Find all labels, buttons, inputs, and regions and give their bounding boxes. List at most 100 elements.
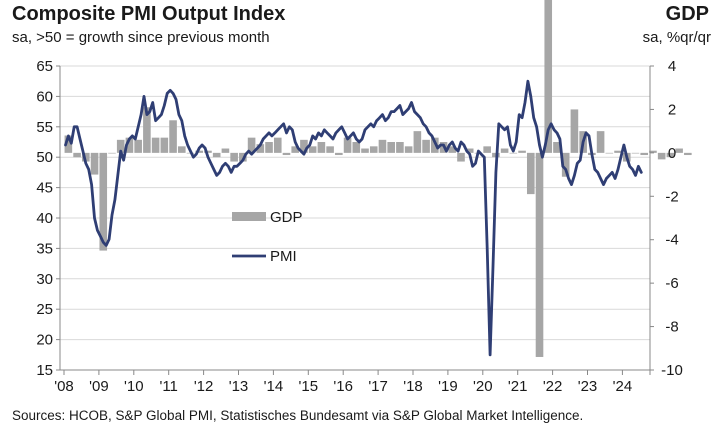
right-axis-title: GDP	[665, 3, 709, 25]
gdp-bar	[526, 152, 535, 195]
x-tick-label: '13	[229, 378, 249, 395]
gdp-bar	[195, 150, 204, 153]
pmi-line	[64, 79, 643, 357]
gdp-bar	[387, 142, 395, 153]
gdp-bar	[291, 146, 300, 153]
gdp-bar	[125, 137, 134, 153]
left-tick-label: 60	[36, 88, 53, 105]
gdp-bar	[247, 137, 256, 153]
gdp-bar	[352, 142, 361, 153]
right-tick-label: 0	[668, 145, 676, 162]
gdp-bar	[535, 152, 544, 357]
gdp-bar	[221, 148, 230, 153]
left-tick-label: 65	[36, 58, 53, 75]
x-tick-label: '20	[473, 378, 493, 395]
gdp-bar	[326, 146, 334, 153]
gdp-bar	[73, 152, 81, 158]
right-tick-label: -6	[665, 275, 678, 292]
gdp-bar	[308, 146, 317, 153]
x-tick-label: '24	[613, 378, 633, 395]
gdp-bar	[361, 148, 369, 153]
gdp-bar	[465, 148, 474, 153]
gdp-bar	[570, 109, 579, 153]
gdp-bar	[160, 137, 169, 153]
right-tick-label: 4	[668, 58, 676, 75]
gdp-bar	[404, 146, 413, 153]
gdp-bar	[90, 152, 99, 175]
left-tick-label: 30	[36, 271, 53, 288]
gdp-bar	[64, 135, 73, 153]
gdp-bar	[684, 152, 692, 156]
x-tick-label: '16	[333, 378, 353, 395]
gdp-bar	[666, 152, 675, 158]
gdp-bar	[204, 150, 212, 153]
gdp-bar	[256, 144, 265, 153]
gdp-bar	[300, 139, 308, 153]
gdp-bar	[212, 152, 221, 158]
gdp-bar	[230, 152, 238, 162]
right-tick-label: 2	[668, 101, 676, 118]
gdp-bar	[282, 152, 291, 156]
gdp-bar	[605, 152, 614, 154]
x-tick-label: '23	[578, 378, 598, 395]
right-axis-subtitle: sa, %qr/qr	[642, 29, 711, 46]
grid-lines	[60, 65, 650, 341]
x-tick-label: '12	[194, 378, 214, 395]
left-tick-label: 45	[36, 180, 53, 197]
gdp-bar	[483, 146, 491, 153]
gdp-bar	[265, 142, 273, 153]
left-tick-label: 40	[36, 210, 53, 227]
x-tick-label: '14	[264, 378, 284, 395]
x-tick-label: '22	[543, 378, 563, 395]
gdp-bar	[413, 131, 422, 153]
left-tick-label: 15	[36, 362, 53, 379]
gdp-bar	[614, 150, 622, 153]
gdp-bar	[99, 152, 108, 251]
x-tick-label: '15	[299, 378, 319, 395]
legend: GDP PMI	[232, 209, 303, 265]
gdp-bar	[553, 142, 561, 153]
gdp-bar	[500, 148, 509, 153]
gdp-bar	[422, 139, 430, 153]
gdp-bar	[596, 131, 605, 153]
gdp-bar	[509, 152, 518, 154]
chart-title: Composite PMI Output Index	[12, 3, 286, 25]
gdp-bar	[335, 152, 343, 156]
left-tick-label: 20	[36, 332, 53, 349]
gdp-bars	[64, 0, 692, 357]
gdp-bar	[369, 146, 378, 153]
gdp-bar	[631, 152, 640, 154]
gdp-bar	[640, 152, 649, 156]
x-tick-label: '18	[403, 378, 423, 395]
legend-gdp-swatch	[232, 212, 266, 221]
axes: 15 20 25 30 35 40 45 50 55 60 65 -10 -8 -6 -4 -2 0 2 4 '08 '…	[36, 58, 683, 395]
left-tick-label: 35	[36, 240, 53, 257]
left-tick-label: 50	[36, 149, 53, 166]
gdp-bar	[518, 150, 526, 153]
gdp-bar	[675, 148, 683, 153]
right-tick-label: -10	[661, 362, 683, 379]
x-tick-label: '08	[54, 378, 74, 395]
gdp-bar	[108, 152, 116, 154]
x-tick-label: '21	[508, 378, 528, 395]
gdp-bar	[396, 142, 404, 153]
gdp-bar	[82, 152, 90, 162]
right-tick-label: -2	[665, 188, 678, 205]
gdp-bar	[143, 107, 151, 153]
x-tick-label: '11	[159, 378, 177, 395]
gdp-bar	[317, 142, 326, 153]
source-note: Sources: HCOB, S&P Global PMI, Statistis…	[12, 408, 584, 423]
gdp-bar	[151, 137, 160, 153]
gdp-bar	[177, 146, 186, 153]
gdp-bar	[544, 0, 553, 153]
right-tick-label: -4	[665, 232, 678, 249]
gdp-bar	[448, 146, 457, 153]
gdp-bar	[649, 150, 657, 153]
gdp-bar	[273, 137, 282, 153]
legend-gdp-label: GDP	[270, 209, 303, 226]
x-tick-label: '10	[124, 378, 144, 395]
gdp-bar	[657, 152, 666, 160]
gdp-bar	[134, 139, 142, 153]
left-tick-label: 55	[36, 119, 53, 136]
